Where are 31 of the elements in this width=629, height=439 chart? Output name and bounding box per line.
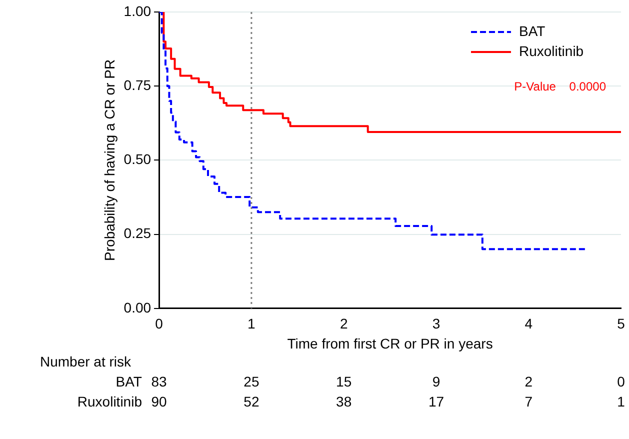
text: 7 — [524, 393, 533, 410]
x-tick-label: 4 — [524, 316, 533, 332]
text: 38 — [336, 393, 352, 410]
y-axis-title: Probability of having a CR or PR — [101, 59, 118, 261]
y-tick-label: 1.00 — [124, 2, 152, 19]
y-tick-label: 0.75 — [124, 76, 152, 93]
x-tick-label: 1 — [248, 316, 256, 332]
annotation: P-Value 0.0000 — [514, 79, 606, 94]
x-tick-label: 0 — [155, 316, 164, 332]
x-tick-label: 2 — [340, 316, 348, 332]
text: BAT — [116, 373, 142, 390]
x-tick-label: 5 — [617, 316, 626, 332]
text: 0 — [617, 373, 626, 390]
y-tick-label: 0.25 — [124, 225, 152, 242]
text: 52 — [244, 393, 260, 410]
text: Number at risk — [40, 353, 132, 370]
text: 17 — [428, 393, 444, 410]
text: 83 — [151, 373, 168, 390]
x-axis-title: Time from first CR or PR in years — [287, 335, 493, 352]
text: 1 — [617, 393, 626, 410]
text: 90 — [151, 393, 168, 410]
text: 9 — [432, 373, 440, 390]
y-tick-label: 0.50 — [124, 151, 152, 168]
text: Ruxolitinib — [77, 393, 142, 410]
y-tick-label: 0.00 — [124, 299, 152, 316]
legend-label: BAT — [519, 22, 546, 39]
legend-label: Ruxolitinib — [519, 42, 584, 59]
x-tick-label: 3 — [432, 316, 440, 332]
text: 25 — [244, 373, 260, 390]
text: 15 — [336, 373, 352, 390]
text: 2 — [524, 373, 533, 390]
